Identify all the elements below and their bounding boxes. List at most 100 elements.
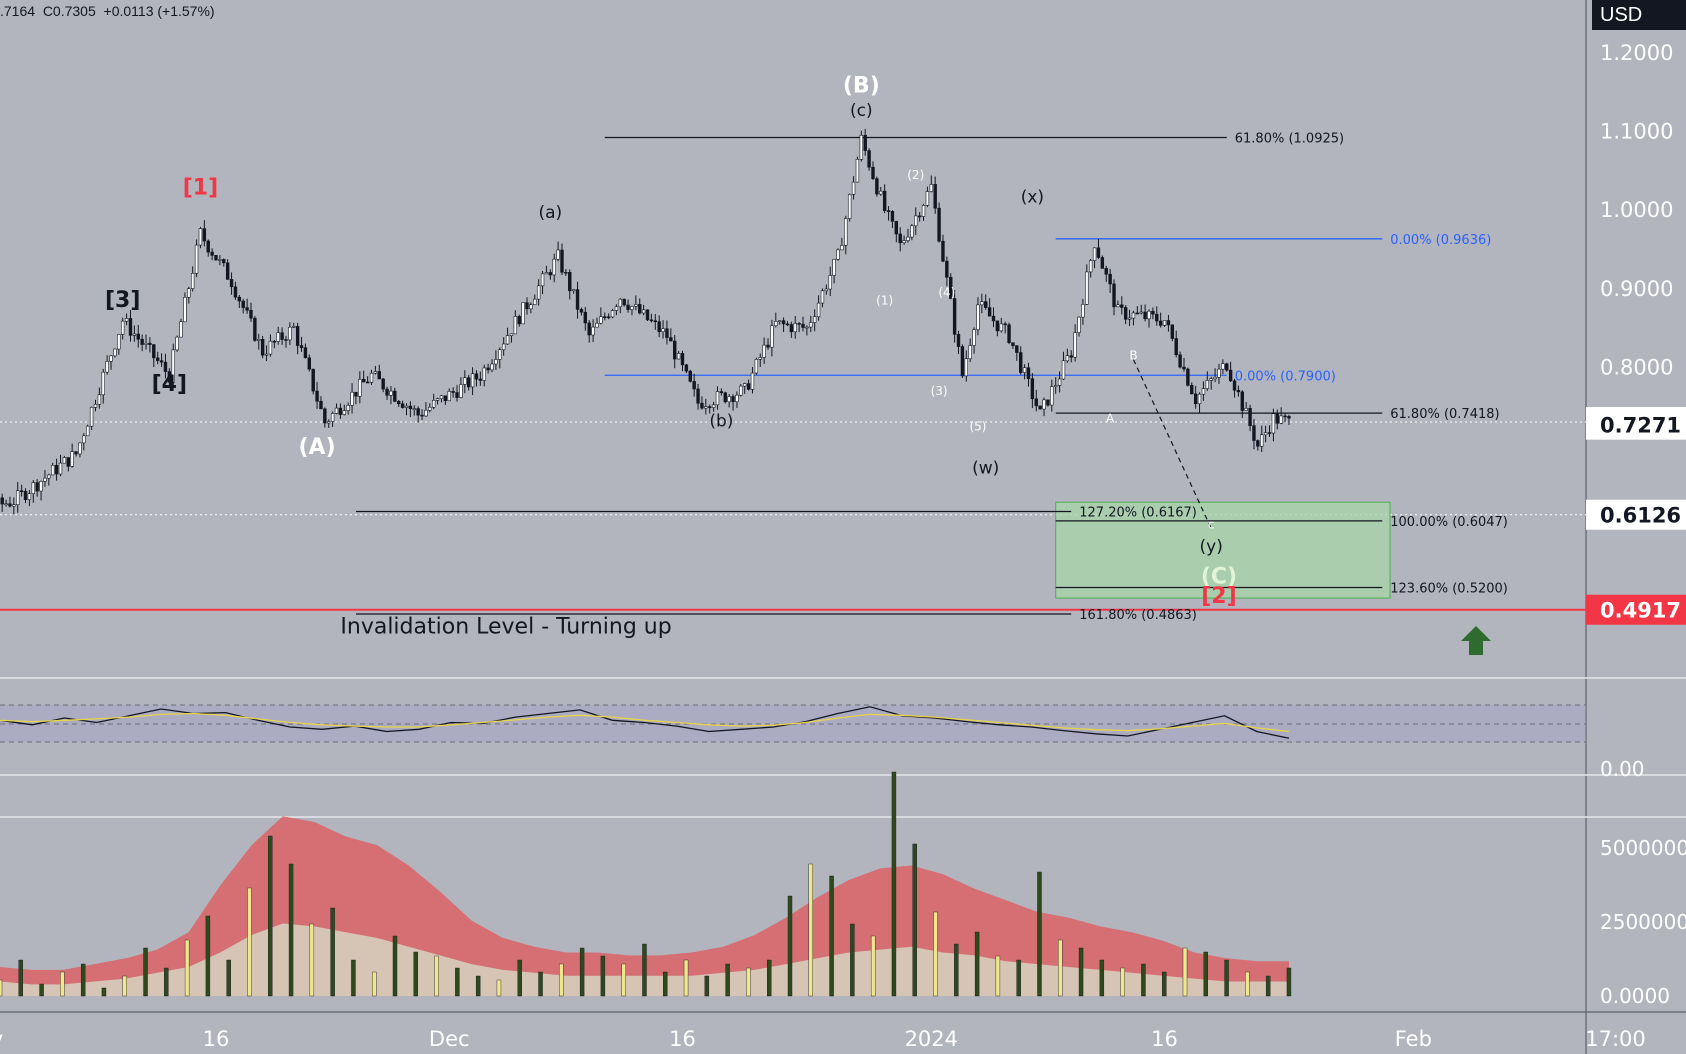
candle-body xyxy=(1279,415,1283,424)
candle xyxy=(463,370,467,394)
candle-body xyxy=(225,262,230,280)
candle-body xyxy=(128,318,133,336)
candle xyxy=(202,220,207,247)
candle-body xyxy=(587,322,591,336)
candle-body xyxy=(299,345,304,348)
candle-body xyxy=(8,503,12,507)
candle-body xyxy=(233,286,238,298)
candle xyxy=(498,347,502,369)
arrow-up-icon[interactable] xyxy=(1461,626,1491,655)
candle xyxy=(307,354,311,372)
candle xyxy=(641,304,646,316)
volume-bar xyxy=(683,959,689,997)
candle-body xyxy=(155,357,160,361)
price-tick-label: 1.0000 xyxy=(1600,198,1673,222)
candle-body xyxy=(136,333,140,340)
candle xyxy=(844,215,848,255)
candle xyxy=(785,321,790,327)
invalidation-label: Invalidation Level - Turning up xyxy=(340,615,671,640)
candle-body xyxy=(575,289,580,310)
candle xyxy=(303,343,308,359)
candle-body xyxy=(571,289,576,292)
candle xyxy=(101,368,105,404)
target-zone[interactable] xyxy=(1055,501,1391,599)
candle-body xyxy=(832,259,836,276)
price-tag[interactable] xyxy=(1586,409,1686,440)
candle xyxy=(548,269,553,280)
candle-body xyxy=(486,367,490,371)
candle-body xyxy=(470,373,475,388)
candle xyxy=(882,184,887,214)
candle xyxy=(980,293,984,314)
candle xyxy=(451,387,455,398)
price-tag[interactable] xyxy=(1586,499,1686,530)
candle-body xyxy=(342,410,346,415)
volume-bar xyxy=(1203,951,1208,997)
candle-body xyxy=(1108,273,1112,285)
candle-body xyxy=(855,159,860,183)
price-tick-label: 1.2000 xyxy=(1600,41,1673,65)
price-tag[interactable] xyxy=(1586,594,1686,625)
candle xyxy=(995,320,1000,337)
candle xyxy=(684,363,689,374)
candle-body xyxy=(365,381,370,384)
time-axis[interactable]: Nov16Dec16202416Feb17:00Mar16 xyxy=(0,1027,1686,1051)
candle xyxy=(311,368,315,395)
candle xyxy=(194,239,199,278)
candle xyxy=(482,364,486,387)
candle-body xyxy=(859,134,864,160)
candle-body xyxy=(949,276,953,299)
candle-body xyxy=(910,225,914,238)
volume-bar xyxy=(746,967,751,997)
candle xyxy=(389,386,393,405)
price-axis[interactable]: 1.20001.10001.00000.90000.80000.73050.72… xyxy=(1586,41,1686,625)
candle xyxy=(198,226,203,249)
candle-body xyxy=(443,395,448,402)
candle xyxy=(412,405,416,416)
candle xyxy=(420,409,424,421)
candle-body xyxy=(1112,283,1116,308)
candle-body xyxy=(245,307,249,311)
candle xyxy=(253,316,257,342)
candle-body xyxy=(630,306,634,310)
projection-line[interactable] xyxy=(1132,359,1212,529)
candle xyxy=(1096,238,1101,259)
volume-bar xyxy=(143,947,148,997)
candle-body xyxy=(1260,434,1264,447)
candle xyxy=(408,401,413,418)
candle-body xyxy=(968,345,972,360)
candle-body xyxy=(933,184,937,209)
volume-band-inner xyxy=(0,923,1289,996)
currency-button[interactable]: USD xyxy=(1592,0,1686,30)
wave-label: (A) xyxy=(299,435,336,460)
candle xyxy=(638,298,642,315)
candle-body xyxy=(1015,345,1019,353)
candle xyxy=(292,322,296,329)
candle xyxy=(369,369,374,385)
candle xyxy=(58,454,63,477)
candle xyxy=(1007,322,1011,345)
candle xyxy=(1015,345,1019,361)
candle xyxy=(288,322,292,345)
candle-body xyxy=(533,298,537,305)
candle xyxy=(385,386,389,401)
candle-body xyxy=(451,391,455,393)
candle-body xyxy=(1085,271,1089,305)
candle-body xyxy=(439,395,444,399)
candle xyxy=(373,365,378,375)
candle-body xyxy=(700,402,704,409)
candle-body xyxy=(1135,312,1140,315)
candle xyxy=(917,211,922,222)
candle xyxy=(867,148,871,171)
candle-body xyxy=(723,392,727,403)
candle-body xyxy=(1030,378,1035,400)
volume-bar xyxy=(974,931,980,997)
candle xyxy=(167,368,172,387)
candle-body xyxy=(82,435,86,444)
candle-body xyxy=(1003,323,1007,326)
candle-body xyxy=(1077,316,1081,333)
candle xyxy=(334,403,339,415)
candle-body xyxy=(941,240,945,262)
candle-body xyxy=(0,497,4,505)
